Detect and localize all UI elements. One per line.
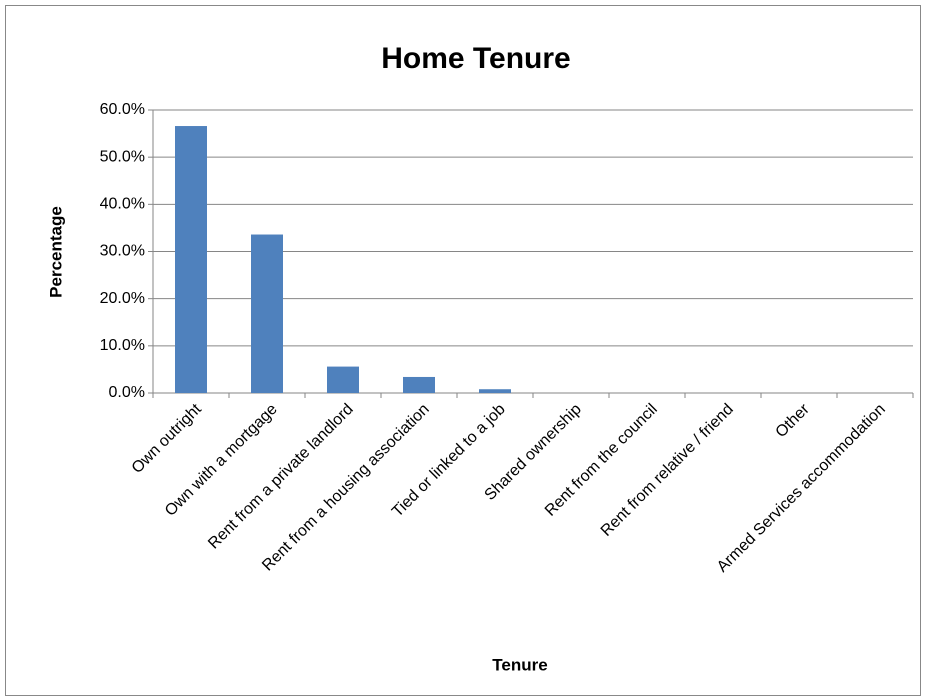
bar — [327, 366, 359, 393]
y-tick-label: 30.0% — [100, 243, 145, 260]
y-tick-label: 0.0% — [109, 384, 145, 401]
y-tick-label: 20.0% — [100, 290, 145, 307]
bar — [251, 234, 283, 393]
x-axis-label: Tenure — [492, 655, 547, 674]
bar — [403, 376, 435, 393]
y-tick-label: 10.0% — [100, 337, 145, 354]
chart-title: Home Tenure — [381, 42, 570, 75]
y-axis-label: Percentage — [46, 206, 65, 298]
y-tick-label: 40.0% — [100, 196, 145, 213]
bar — [479, 389, 511, 393]
y-tick-label: 60.0% — [100, 101, 145, 118]
chart-border — [5, 5, 921, 696]
bar — [175, 126, 207, 393]
y-tick-label: 50.0% — [100, 148, 145, 165]
